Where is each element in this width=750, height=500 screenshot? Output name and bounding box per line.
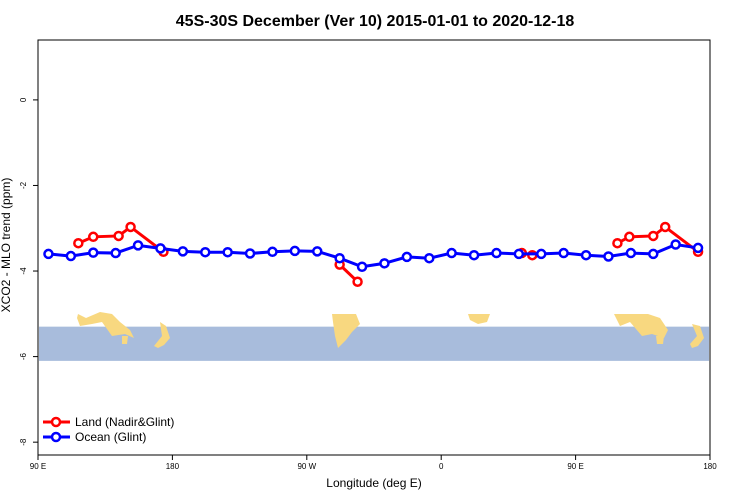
y-tick-label: -6 <box>19 352 28 360</box>
map-land <box>332 314 360 348</box>
plot-frame <box>37 39 711 456</box>
map-land <box>77 312 134 338</box>
data-point <box>513 248 525 260</box>
x-axis-label: Longitude (deg E) <box>326 476 421 490</box>
data-point <box>446 247 457 259</box>
legend-marker-land <box>50 416 62 428</box>
data-point <box>88 247 99 258</box>
data-point <box>289 245 301 257</box>
data-point <box>624 231 635 243</box>
chart-title: 45S-30S December (Ver 10) 2015-01-01 to … <box>176 13 575 30</box>
data-point <box>88 231 99 243</box>
data-point <box>177 246 189 257</box>
data-point <box>222 246 233 258</box>
map-land <box>154 322 170 348</box>
map-band <box>39 312 709 361</box>
data-point <box>580 249 592 261</box>
data-point <box>155 243 166 254</box>
x-tick-label: 180 <box>166 462 180 471</box>
data-point <box>468 249 480 261</box>
data-point <box>612 237 623 249</box>
series-layer <box>43 221 704 287</box>
data-point <box>424 252 435 264</box>
data-point <box>558 247 569 259</box>
data-point <box>113 230 124 242</box>
y-tick-label: 0 <box>19 97 28 102</box>
data-point <box>267 246 278 258</box>
data-point <box>692 242 704 254</box>
legend-label-ocean: Ocean (Glint) <box>75 430 146 444</box>
data-point <box>491 247 502 259</box>
map-land <box>690 324 704 348</box>
data-point <box>352 276 363 287</box>
map-land <box>122 336 128 344</box>
y-tick-label: -4 <box>19 267 28 275</box>
data-point <box>356 261 368 273</box>
map-land <box>468 314 490 324</box>
legend-entry-land: Land (Nadir&Glint) <box>43 415 174 429</box>
data-point <box>536 248 547 260</box>
x-tick-label: 90 E <box>30 462 46 471</box>
data-point <box>625 247 637 259</box>
y-tick-label: -8 <box>19 438 28 446</box>
data-point <box>132 240 144 251</box>
data-point <box>659 221 671 233</box>
legend: Land (Nadir&Glint) Ocean (Glint) <box>43 415 174 444</box>
data-point <box>603 251 614 262</box>
legend-marker-ocean <box>50 431 62 443</box>
data-point <box>312 246 323 257</box>
x-tick-label: 90 E <box>567 462 583 471</box>
legend-label-land: Land (Nadir&Glint) <box>75 415 174 429</box>
data-point <box>670 239 681 250</box>
x-tick-label: 90 W <box>297 462 316 471</box>
y-axis: 0 -2 -4 -6 -8 <box>19 97 38 446</box>
data-point <box>244 248 256 259</box>
map-land <box>614 314 668 338</box>
data-point <box>125 221 136 233</box>
data-point <box>334 252 345 264</box>
data-point <box>379 258 390 269</box>
x-tick-label: 180 <box>703 462 717 471</box>
series-line <box>48 242 699 269</box>
map-ocean <box>39 326 709 361</box>
legend-entry-ocean: Ocean (Glint) <box>43 430 146 444</box>
data-point <box>200 246 211 258</box>
data-point <box>110 247 121 259</box>
data-point <box>648 230 659 242</box>
data-point <box>43 248 54 260</box>
x-axis: 90 E 180 90 W 0 90 E 180 <box>30 455 717 471</box>
data-point <box>648 248 659 260</box>
y-axis-label: XCO2 - MLO trend (ppm) <box>0 178 13 313</box>
map-land <box>656 336 664 344</box>
x-tick-label: 0 <box>439 462 444 471</box>
data-point <box>401 251 413 263</box>
data-point <box>73 237 84 249</box>
data-point <box>65 250 77 262</box>
series-ocean <box>43 239 704 273</box>
y-tick-label: -2 <box>19 181 28 189</box>
